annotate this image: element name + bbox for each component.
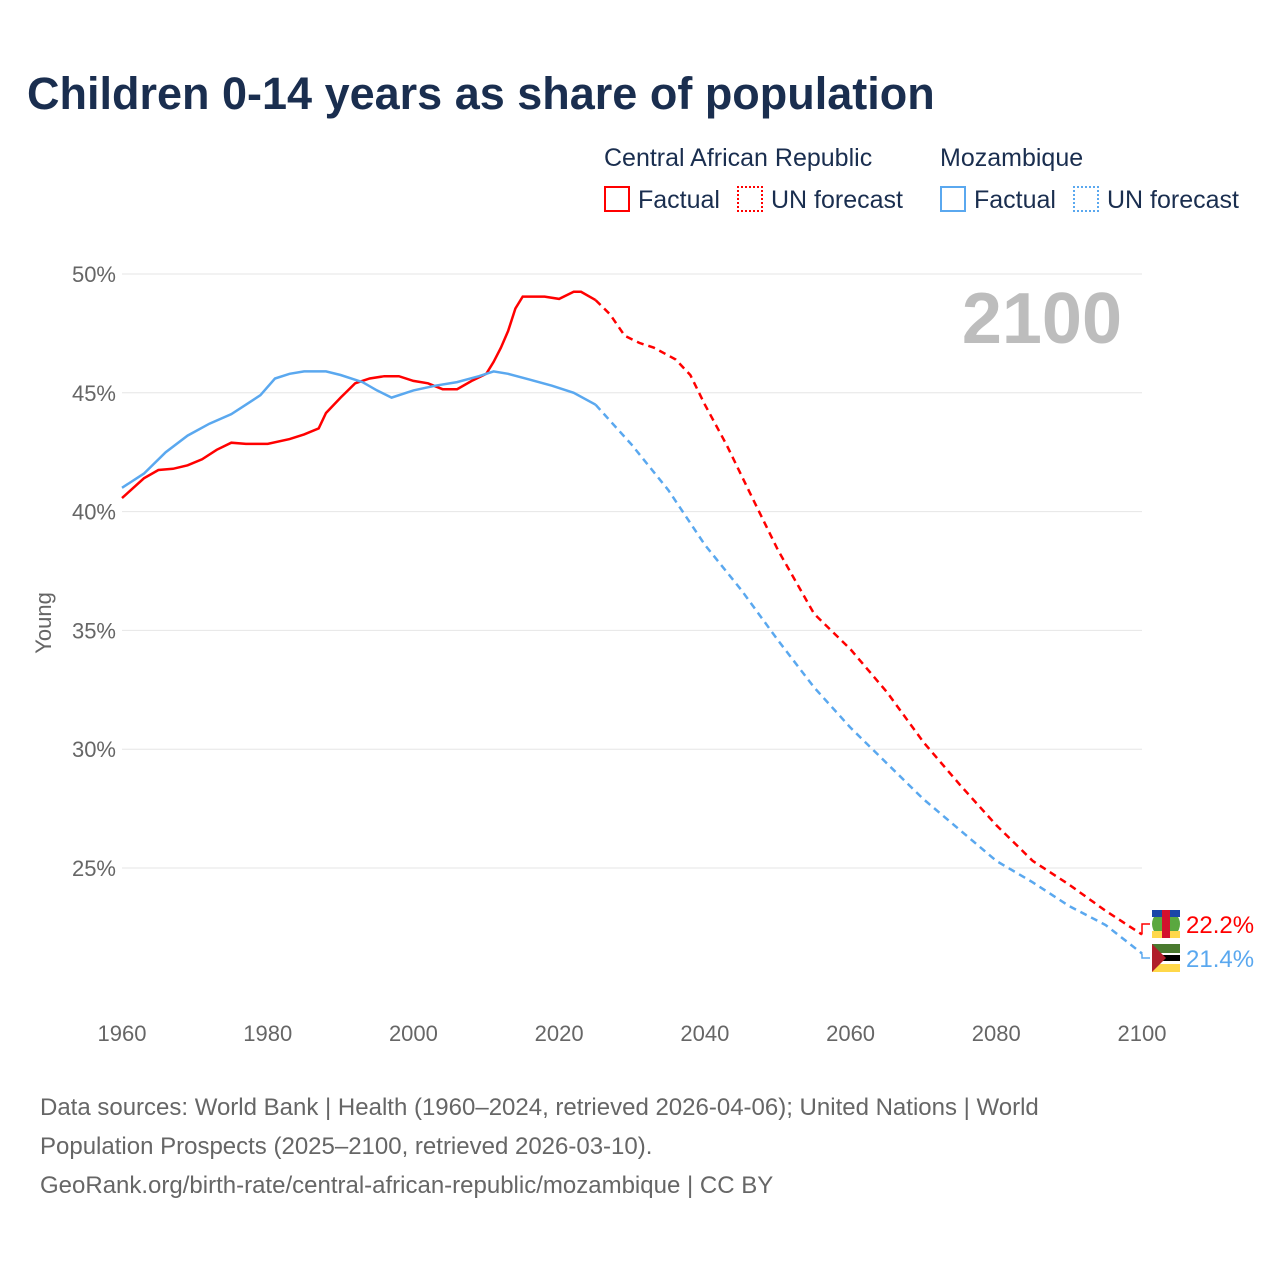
legend-label: Factual [974, 186, 1056, 214]
label-connector [1141, 953, 1150, 959]
legend-moz-forecast[interactable]: UN forecast [1073, 186, 1239, 215]
legend-swatch [604, 186, 630, 212]
footer-sources-cont: Population Prospects (2025–2100, retriev… [40, 1133, 653, 1160]
x-tick-label: 2100 [1118, 1021, 1167, 1046]
legend-swatch [737, 186, 763, 212]
legend-label: UN forecast [771, 186, 903, 214]
x-tick-label: 1980 [243, 1021, 292, 1046]
x-tick-label: 2000 [389, 1021, 438, 1046]
footer-link[interactable]: GeoRank.org/birth-rate/central-african-r… [40, 1172, 774, 1199]
legend-label: UN forecast [1107, 186, 1239, 214]
legend-car-factual[interactable]: Factual [604, 186, 720, 215]
y-tick-label: 30% [72, 737, 116, 762]
legend-car-forecast[interactable]: UN forecast [737, 186, 903, 215]
legend-moz-factual[interactable]: Factual [940, 186, 1056, 215]
x-tick-label: 1960 [98, 1021, 147, 1046]
x-tick-label: 2080 [972, 1021, 1021, 1046]
series-line-factual [121, 370, 597, 489]
series-line-forecast [594, 299, 1143, 936]
y-tick-label: 40% [72, 500, 116, 525]
chart-title: Children 0-14 years as share of populati… [27, 68, 935, 119]
y-tick-label: 45% [72, 381, 116, 406]
flag-band [1152, 964, 1180, 972]
series-line-forecast [594, 403, 1143, 955]
year-label: 2100 [961, 279, 1122, 359]
y-tick-label: 35% [72, 618, 116, 643]
legend-label: Factual [638, 186, 720, 214]
footer: Data sources: World Bank | Health (1960–… [40, 1088, 1240, 1205]
y-axis-label: Young [31, 592, 56, 654]
flag-band [1152, 944, 1180, 953]
plot-area: 25% 30% 35% 40% 45% 50% 1960 1980 2000 2020 2040 20… [31, 262, 1254, 1046]
flag-band [1162, 910, 1170, 938]
x-tick-label: 2040 [680, 1021, 729, 1046]
y-tick-label: 25% [72, 856, 116, 881]
label-connector [1141, 923, 1150, 935]
footer-sources: Data sources: World Bank | Health (1960–… [40, 1094, 1039, 1121]
flag-triangle [1152, 944, 1166, 972]
legend-swatch [940, 186, 966, 212]
y-tick-label: 50% [72, 262, 116, 287]
end-value-label: 21.4% [1186, 946, 1254, 973]
end-value-label: 22.2% [1186, 912, 1254, 939]
x-tick-label: 2060 [826, 1021, 875, 1046]
legend-group-car: Central African Republic [604, 144, 873, 172]
x-tick-label: 2020 [535, 1021, 584, 1046]
legend-swatch [1073, 186, 1099, 212]
series-line-factual [121, 290, 597, 500]
legend-group-mozambique: Mozambique [940, 144, 1084, 172]
